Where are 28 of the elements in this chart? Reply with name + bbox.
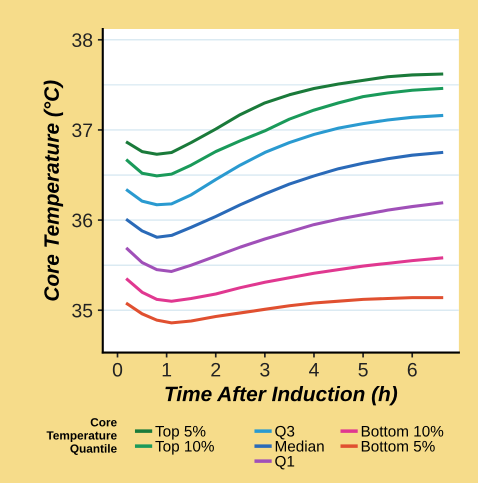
legend-label: Bottom 10% [362, 426, 444, 437]
legend-label: Median [276, 440, 324, 452]
line-series [126, 296, 444, 324]
y-tick-label: 35 [72, 304, 92, 318]
x-tick-label: 3 [260, 362, 270, 377]
x-tick-label: 5 [358, 363, 368, 377]
line-series [126, 256, 444, 303]
legend-label: Q3 [275, 426, 294, 440]
x-tick-label: 6 [408, 362, 417, 377]
x-axis-title: Time After Induction (h) [165, 386, 398, 406]
line-series [126, 86, 444, 178]
y-tick-label: 36 [72, 214, 92, 228]
line-series [126, 114, 444, 206]
y-axis-title: Core Temperature (°C) [44, 80, 64, 301]
x-tick-label: 0 [112, 362, 122, 377]
x-tick-label: 2 [211, 362, 220, 376]
line-series [126, 72, 444, 156]
line-series [126, 150, 444, 239]
legend-label: Top 10% [155, 440, 214, 455]
legend-title: Core Temperature Quantile [46, 418, 117, 455]
legend-label: Top 5% [155, 426, 206, 440]
y-tick-label: 37 [72, 123, 92, 138]
legend-label: Bottom 5% [362, 440, 435, 452]
legend-label: Q1 [275, 456, 294, 470]
y-tick-label: 38 [72, 33, 92, 48]
x-tick-label: 1 [162, 363, 172, 376]
x-tick-label: 4 [309, 363, 319, 376]
line-series [126, 201, 444, 273]
